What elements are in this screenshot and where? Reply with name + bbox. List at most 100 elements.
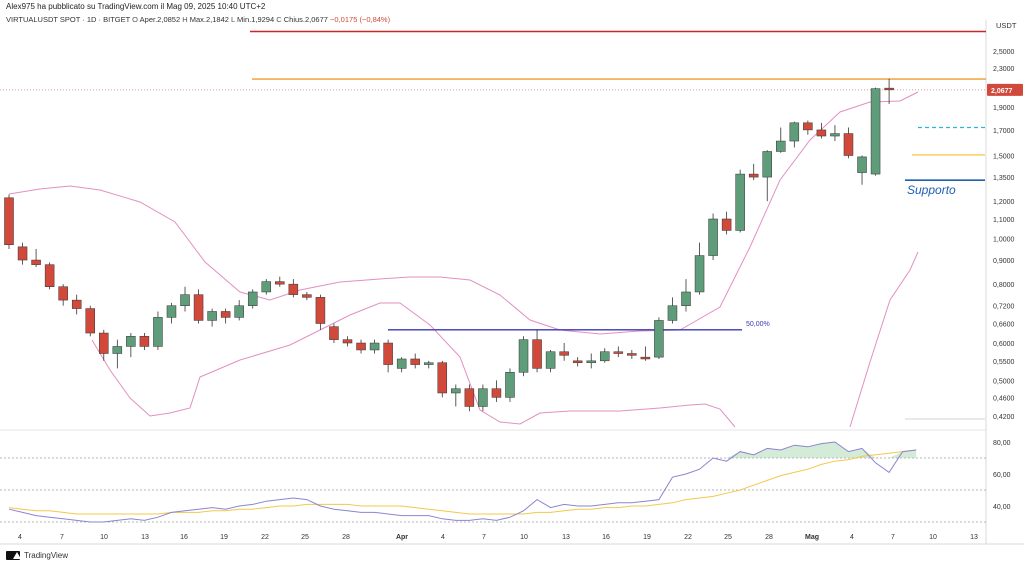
time-tick-label: Apr	[396, 534, 408, 541]
price-tick-label: 1,0000	[993, 236, 1015, 243]
bollinger-lower-band-recent	[849, 251, 919, 428]
candle-down	[4, 197, 14, 245]
price-tick-label: 2,5000	[993, 49, 1015, 56]
candle-up	[234, 305, 244, 318]
open-value: Aper.2,0852	[139, 15, 181, 24]
candle-down	[85, 308, 95, 334]
time-tick-label: 7	[482, 534, 486, 541]
candle-down	[31, 259, 41, 265]
candle-down	[843, 133, 854, 156]
candle-up	[207, 311, 217, 321]
time-tick-label: 10	[929, 534, 937, 541]
rsi-tick-label: 80,00	[993, 440, 1011, 447]
price-tick-label: 0,6600	[993, 322, 1015, 329]
candle-up	[708, 218, 718, 256]
time-tick-label: 16	[602, 534, 610, 541]
rsi-ma-line	[8, 449, 917, 515]
time-tick-label: 19	[643, 534, 651, 541]
time-tick-label: Mag	[805, 534, 819, 541]
candle-up	[830, 133, 840, 137]
rsi-line	[8, 441, 917, 523]
candle-down	[464, 388, 475, 407]
price-tick-label: 0,5500	[993, 359, 1015, 366]
time-tick-label: 13	[562, 534, 570, 541]
candle-up	[667, 305, 678, 321]
candle-down	[572, 360, 583, 363]
candle-up	[681, 291, 691, 306]
price-tick-label: 0,7200	[993, 304, 1015, 311]
candle-down	[383, 342, 393, 365]
candle-down	[17, 246, 28, 261]
candle-up	[518, 339, 529, 373]
time-tick-label: 10	[100, 534, 108, 541]
price-tick-label: 2,3000	[993, 66, 1015, 73]
current-price-badge	[987, 83, 1023, 96]
candle-down	[342, 339, 353, 344]
candle-up	[369, 342, 380, 351]
candle-down	[532, 339, 542, 369]
price-tick-label: 0,4600	[993, 395, 1015, 402]
candle-down	[44, 264, 55, 287]
candle-down	[613, 351, 624, 354]
bollinger-lower-band	[91, 302, 736, 428]
candle-up	[545, 351, 556, 369]
change-value: −0,0175 (−0,84%)	[330, 15, 391, 24]
candle-down	[139, 336, 150, 347]
time-tick-label: 28	[342, 534, 350, 541]
candle-up	[762, 151, 772, 178]
price-tick-label: 1,3500	[993, 175, 1015, 182]
candle-down	[356, 342, 366, 351]
candle-up	[112, 346, 123, 354]
candle-up	[735, 173, 745, 231]
time-tick-label: 13	[970, 534, 978, 541]
candle-up	[789, 122, 800, 142]
price-tick-label: 1,2000	[993, 199, 1015, 206]
price-tick-label: 1,5000	[993, 154, 1015, 161]
time-tick-label: 4	[18, 534, 22, 541]
candle-down	[193, 294, 204, 321]
close-label: C	[276, 15, 282, 24]
candle-down	[437, 362, 448, 394]
candle-up	[600, 351, 610, 362]
rsi-tick-label: 60,00	[993, 472, 1011, 479]
candle-down	[99, 332, 109, 354]
price-tick-label: 0,6000	[993, 341, 1015, 348]
symbol-name[interactable]: VIRTUALUSDT SPOT · 1D · BITGET	[6, 15, 131, 24]
time-tick-label: 13	[141, 534, 149, 541]
price-tick-label: 0,5000	[993, 378, 1015, 385]
candle-up	[654, 320, 664, 358]
price-tick-label: 0,9000	[993, 258, 1015, 265]
candle-down	[640, 356, 651, 360]
time-tick-label: 4	[850, 534, 854, 541]
candle-down	[329, 326, 339, 340]
low-label: L	[231, 15, 235, 24]
candle-down	[748, 173, 759, 178]
symbol-legend: VIRTUALUSDT SPOT · 1D · BITGET O Aper.2,…	[6, 15, 390, 24]
candle-up	[166, 305, 177, 318]
candle-up	[451, 388, 461, 394]
candle-up	[586, 360, 596, 363]
time-tick-label: 19	[220, 534, 228, 541]
time-tick-label: 4	[441, 534, 445, 541]
high-label: H	[182, 15, 188, 24]
candle-up	[505, 372, 515, 398]
price-tick-label: 0,8000	[993, 282, 1015, 289]
footer-brand: TradingView	[6, 551, 68, 560]
brand-name: TradingView	[24, 551, 69, 560]
candle-up	[247, 291, 258, 306]
candle-up	[857, 156, 867, 173]
time-tick-label: 28	[765, 534, 773, 541]
time-tick-label: 25	[724, 534, 732, 541]
candle-up	[396, 358, 407, 369]
candle-down	[559, 351, 569, 356]
tradingview-logo-icon	[6, 551, 21, 560]
close-value: Chius.2,0677	[283, 15, 328, 24]
time-tick-label: 7	[60, 534, 64, 541]
candle-up	[126, 336, 136, 347]
candle-down	[884, 87, 894, 91]
candle-down	[627, 353, 637, 356]
time-tick-label: 16	[180, 534, 188, 541]
open-label: O	[132, 15, 138, 24]
candle-down	[288, 283, 299, 295]
